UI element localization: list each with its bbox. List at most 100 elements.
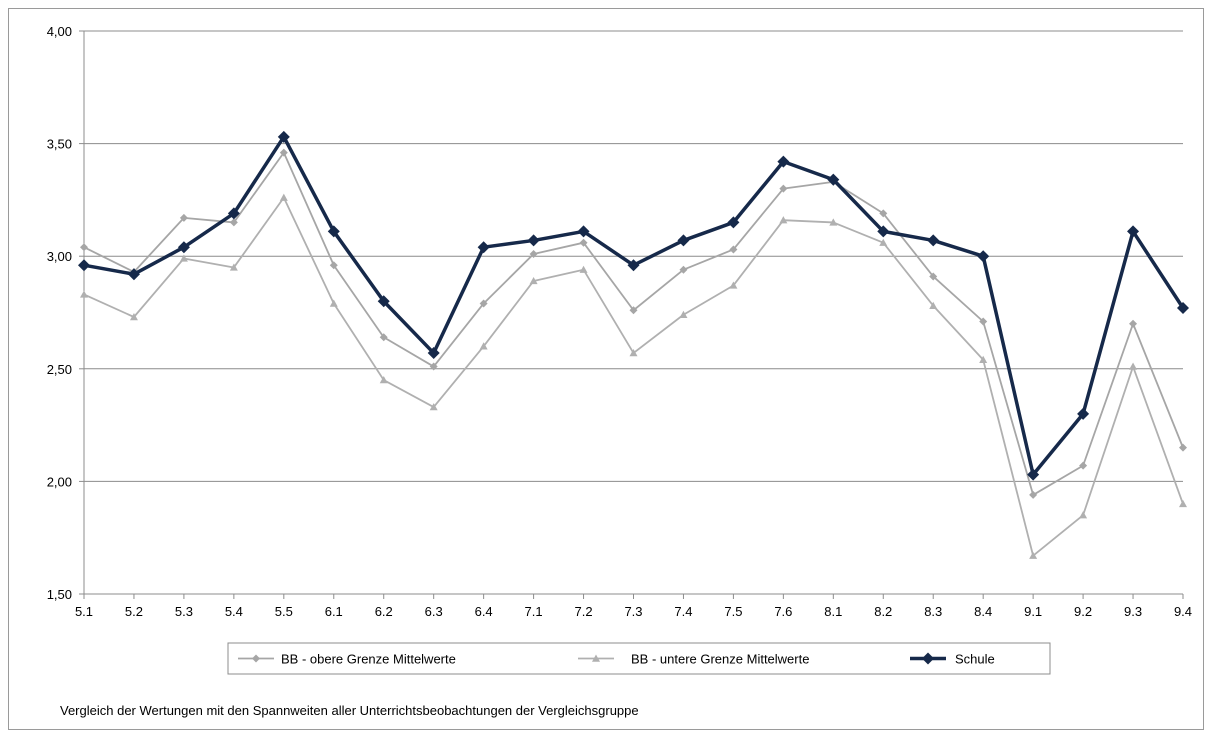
x-tick-label: 9.4: [1174, 604, 1192, 619]
data-point-series-1: [379, 333, 388, 342]
data-point-series-3: [1177, 301, 1189, 314]
x-tick-label: 7.1: [525, 604, 543, 619]
x-tick-label: 5.4: [225, 604, 243, 619]
series-line-1: [83, 151, 1184, 496]
data-point-series-2: [729, 281, 738, 289]
x-tick-label: 7.4: [674, 604, 692, 619]
legend-label-3: Schule: [955, 652, 995, 667]
x-tick-label: 7.2: [575, 604, 593, 619]
data-point-series-2: [579, 265, 588, 273]
data-point-series-1: [1079, 461, 1088, 470]
y-tick-label: 3,50: [47, 137, 72, 152]
legend-swatch-marker-1: [252, 654, 260, 663]
x-tick-label: 8.3: [924, 604, 942, 619]
series-line-2: [83, 196, 1184, 557]
data-point-series-3: [227, 207, 240, 220]
data-point-series-2: [179, 254, 188, 262]
x-tick-label: 7.6: [774, 604, 792, 619]
y-tick-label: 4,00: [47, 24, 72, 39]
x-tick-label: 8.1: [824, 604, 842, 619]
data-point-series-3: [777, 155, 790, 168]
x-tick-label: 9.1: [1024, 604, 1042, 619]
data-point-series-3: [1127, 225, 1140, 238]
data-point-series-2: [429, 403, 438, 411]
data-point-series-3: [177, 241, 190, 254]
data-point-series-2: [129, 313, 138, 321]
x-tick-label: 5.2: [125, 604, 143, 619]
x-tick-label: 8.4: [974, 604, 992, 619]
y-tick-label: 3,00: [47, 249, 72, 264]
data-point-series-1: [279, 148, 288, 157]
x-tick-label: 9.2: [1074, 604, 1092, 619]
legend-label-2: BB - untere Grenze Mittelwerte: [631, 652, 809, 667]
x-tick-label: 7.3: [624, 604, 642, 619]
data-point-series-3: [427, 347, 440, 360]
legend-label-1: BB - obere Grenze Mittelwerte: [281, 652, 456, 667]
data-point-series-3: [577, 225, 590, 238]
data-point-series-1: [429, 362, 438, 371]
data-point-series-2: [879, 238, 888, 246]
data-point-series-1: [1179, 443, 1187, 452]
data-point-series-2: [1179, 499, 1187, 508]
data-point-series-1: [879, 209, 888, 218]
data-point-series-1: [329, 261, 338, 270]
data-point-series-2: [779, 216, 788, 224]
data-point-series-1: [80, 243, 88, 252]
x-tick-label: 6.4: [475, 604, 493, 619]
data-point-series-1: [179, 213, 188, 222]
data-point-series-2: [80, 290, 88, 298]
data-point-series-1: [479, 299, 488, 308]
data-point-series-1: [779, 184, 788, 193]
legend-swatch-marker-3: [922, 652, 934, 665]
data-point-series-3: [727, 216, 740, 229]
data-point-series-2: [1029, 551, 1038, 559]
y-tick-label: 2,00: [47, 474, 72, 489]
x-tick-label: 6.1: [325, 604, 343, 619]
data-point-series-3: [477, 241, 490, 254]
data-point-series-3: [977, 250, 990, 263]
x-tick-label: 6.3: [425, 604, 443, 619]
data-point-series-3: [627, 259, 640, 272]
data-point-series-3: [1027, 468, 1040, 481]
data-point-series-2: [329, 299, 338, 307]
data-point-series-2: [1129, 362, 1138, 370]
data-point-series-2: [829, 218, 838, 226]
y-tick-label: 2,50: [47, 362, 72, 377]
data-point-series-1: [1129, 319, 1138, 328]
data-point-series-1: [579, 238, 588, 247]
data-point-series-2: [1079, 511, 1088, 519]
data-point-series-3: [327, 225, 340, 238]
x-tick-label: 9.3: [1124, 604, 1142, 619]
x-tick-label: 7.5: [724, 604, 742, 619]
data-point-series-2: [679, 310, 688, 318]
data-point-series-3: [1077, 407, 1090, 420]
data-point-series-2: [529, 276, 538, 285]
data-point-series-1: [529, 249, 538, 258]
data-point-series-2: [629, 349, 638, 357]
data-point-series-3: [927, 234, 940, 247]
data-point-series-3: [78, 259, 90, 272]
data-point-series-1: [229, 218, 238, 227]
data-point-series-3: [827, 173, 840, 186]
series-line-3: [83, 135, 1185, 477]
data-point-series-1: [1029, 490, 1038, 499]
chart-caption: Vergleich der Wertungen mit den Spannwei…: [60, 703, 639, 718]
data-point-series-2: [379, 376, 388, 384]
x-tick-label: 5.3: [175, 604, 193, 619]
data-point-series-3: [377, 295, 390, 308]
x-tick-label: 8.2: [874, 604, 892, 619]
data-point-series-2: [229, 263, 238, 271]
x-tick-label: 5.1: [75, 604, 93, 619]
data-point-series-1: [679, 265, 688, 274]
data-point-series-3: [527, 234, 540, 247]
data-point-series-1: [629, 306, 638, 315]
data-point-series-3: [127, 268, 140, 281]
data-point-series-3: [877, 225, 890, 238]
data-point-series-3: [677, 234, 690, 247]
data-point-series-1: [979, 317, 988, 326]
data-point-series-3: [277, 130, 290, 143]
legend-swatch-marker-2: [592, 654, 600, 662]
data-point-series-2: [479, 342, 488, 350]
x-tick-label: 5.5: [275, 604, 293, 619]
